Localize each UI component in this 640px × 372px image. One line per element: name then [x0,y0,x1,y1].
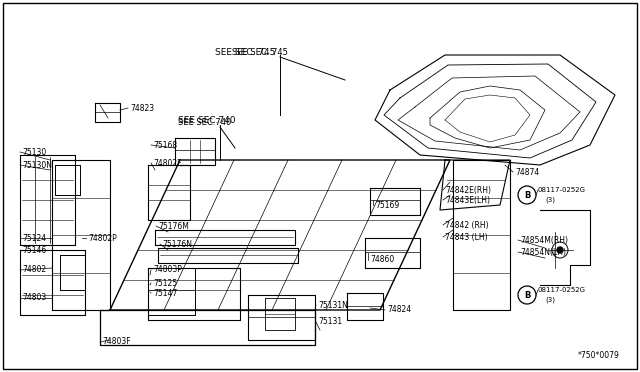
Text: 74802: 74802 [22,266,46,275]
Text: 74874: 74874 [515,167,540,176]
Text: 74802P: 74802P [88,234,116,243]
Text: 74803: 74803 [22,294,46,302]
Text: 74842 (RH): 74842 (RH) [445,221,488,230]
Text: *750*0079: *750*0079 [578,351,620,360]
Text: (3): (3) [545,297,555,303]
Text: 75169: 75169 [375,201,399,209]
Text: SEE SEC.740: SEE SEC.740 [178,115,236,125]
Text: 75124: 75124 [22,234,46,243]
Text: 75130: 75130 [22,148,46,157]
Text: 75176N: 75176N [162,240,192,248]
Text: SEE SEC. 745: SEE SEC. 745 [232,48,288,57]
Text: 74843E(LH): 74843E(LH) [445,196,490,205]
Text: 74803F: 74803F [102,337,131,346]
Text: 75125: 75125 [153,279,177,288]
Text: 75146: 75146 [22,246,46,254]
Text: 74842E(RH): 74842E(RH) [445,186,491,195]
Text: 74824: 74824 [387,305,411,314]
Text: 75130N: 75130N [22,160,52,170]
Text: 74843 (LH): 74843 (LH) [445,232,488,241]
Text: 08117-0252G: 08117-0252G [538,287,586,293]
Text: 74854N(LH): 74854N(LH) [520,247,566,257]
Text: B: B [524,291,530,299]
Text: 75147: 75147 [153,289,177,298]
Text: 75131: 75131 [318,317,342,327]
Text: 75176M: 75176M [158,221,189,231]
Text: SEE SEC. 745: SEE SEC. 745 [215,48,275,57]
Text: (3): (3) [545,197,555,203]
Circle shape [557,247,563,253]
Text: 75131N: 75131N [318,301,348,310]
Text: 74803P: 74803P [153,266,182,275]
Text: 74854M(RH): 74854M(RH) [520,235,568,244]
Text: 74802F: 74802F [153,158,182,167]
Text: 74860: 74860 [370,256,394,264]
Text: 75168: 75168 [153,141,177,150]
Text: 74823: 74823 [130,103,154,112]
Text: B: B [524,190,530,199]
Text: SEE SEC.740: SEE SEC.740 [178,118,231,126]
Text: 08117-0252G: 08117-0252G [538,187,586,193]
